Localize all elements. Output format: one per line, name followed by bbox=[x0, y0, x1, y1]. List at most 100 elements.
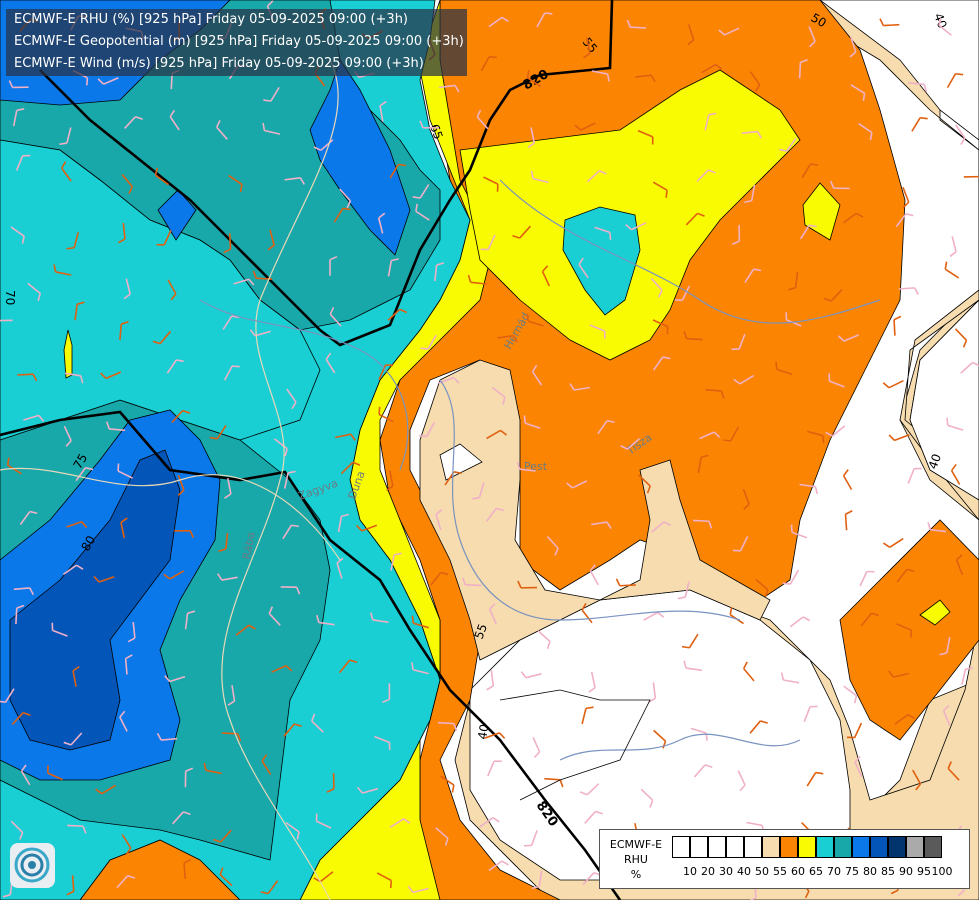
legend-swatch bbox=[852, 836, 870, 858]
wind-barb bbox=[898, 287, 919, 296]
wind-barb bbox=[61, 161, 72, 182]
wind-barb bbox=[283, 723, 302, 737]
wind-barb bbox=[806, 430, 825, 444]
wind-barb bbox=[589, 324, 606, 339]
wind-barb bbox=[742, 488, 750, 511]
wind-barb bbox=[755, 578, 769, 598]
wind-barb bbox=[63, 425, 72, 447]
wind-barb bbox=[10, 226, 25, 244]
wind-barb bbox=[369, 612, 389, 623]
wind-barb bbox=[640, 788, 654, 808]
wind-barb bbox=[546, 535, 559, 556]
wind-barb bbox=[223, 233, 232, 254]
wind-barb bbox=[376, 872, 393, 889]
wind-barb bbox=[653, 729, 667, 749]
wind-barb bbox=[286, 388, 297, 410]
wind-barb bbox=[280, 586, 301, 595]
wind-barb bbox=[486, 670, 495, 691]
wind-barb bbox=[74, 301, 85, 321]
wind-barb bbox=[382, 683, 391, 704]
wind-barb bbox=[23, 414, 45, 422]
wind-barb bbox=[652, 181, 668, 198]
wind-barb bbox=[927, 522, 947, 533]
map-line bbox=[199, 299, 409, 471]
wind-barb bbox=[120, 517, 128, 539]
wind-barb bbox=[591, 70, 610, 82]
wind-barb bbox=[435, 827, 449, 846]
wind-barb bbox=[588, 671, 596, 693]
legend-title-line: ECMWF-E bbox=[609, 838, 663, 851]
wind-barb bbox=[97, 77, 119, 85]
wind-barb bbox=[648, 682, 657, 703]
wind-barb bbox=[313, 139, 334, 152]
legend-swatch bbox=[798, 836, 816, 858]
wind-barb bbox=[790, 524, 808, 539]
wind-barb bbox=[124, 654, 133, 675]
legend-title: ECMWF-E RHU % bbox=[604, 837, 668, 882]
rhu-contour-label: 50 bbox=[809, 10, 829, 30]
wind-barb bbox=[574, 122, 596, 131]
wind-barb bbox=[798, 58, 808, 79]
wind-barb bbox=[693, 764, 713, 778]
wind-barb bbox=[516, 461, 536, 472]
wind-barb bbox=[581, 603, 593, 624]
wind-barb bbox=[480, 234, 496, 251]
wind-barb bbox=[11, 711, 31, 725]
wind-barb bbox=[419, 421, 436, 438]
wind-barb bbox=[75, 466, 94, 482]
wind-barb bbox=[171, 409, 191, 424]
legend-tick-label: 50 bbox=[755, 865, 769, 878]
legend-tick-label: 30 bbox=[719, 865, 733, 878]
wind-barb bbox=[335, 433, 356, 441]
wind-barb bbox=[626, 19, 647, 29]
wind-barb bbox=[579, 783, 600, 796]
wind-barb bbox=[954, 328, 968, 348]
title-line-wind: ECMWF-E Wind (m/s) [925 hPa] Friday 05-0… bbox=[14, 56, 424, 71]
wind-barb bbox=[517, 580, 538, 589]
wind-barb bbox=[93, 575, 115, 583]
wind-barb bbox=[844, 510, 853, 531]
wind-barb bbox=[6, 457, 22, 475]
rhu-zone-65-west-patch bbox=[63, 329, 73, 379]
rhu-contour-label: 55 bbox=[472, 622, 490, 641]
wind-barb bbox=[209, 424, 227, 440]
wind-barb bbox=[491, 386, 506, 405]
wind-barb bbox=[741, 130, 763, 139]
wind-barb bbox=[938, 17, 952, 36]
map-line bbox=[221, 59, 339, 900]
map-line bbox=[0, 467, 341, 561]
wind-barb bbox=[687, 24, 695, 46]
wind-barb bbox=[284, 177, 306, 185]
wind-barb bbox=[411, 615, 429, 629]
wind-barb bbox=[512, 225, 531, 239]
wind-barb bbox=[434, 262, 445, 282]
wind-barb bbox=[315, 813, 332, 829]
legend-swatch bbox=[780, 836, 798, 858]
wind-barb bbox=[379, 100, 387, 122]
wind-barb bbox=[806, 771, 824, 787]
wind-barb bbox=[167, 279, 177, 301]
wind-barb bbox=[949, 236, 957, 258]
wind-barb bbox=[66, 521, 88, 528]
wind-barb bbox=[799, 224, 817, 240]
wind-barb bbox=[203, 762, 222, 775]
legend-tick-label: 60 bbox=[791, 865, 805, 878]
wind-barb bbox=[520, 671, 542, 679]
rhu-zone-70-west-strip bbox=[0, 139, 321, 441]
wind-barb bbox=[355, 524, 378, 532]
wind-barb bbox=[652, 356, 671, 371]
wind-barb bbox=[487, 760, 502, 777]
wind-barb bbox=[435, 508, 443, 531]
wind-barb bbox=[497, 334, 518, 343]
wind-barb bbox=[387, 308, 408, 321]
wind-barb bbox=[338, 659, 358, 674]
wind-barb bbox=[950, 463, 961, 485]
geopotential-contour bbox=[39, 0, 614, 347]
wind-barb bbox=[263, 86, 280, 102]
rhu-contour-label: 70 bbox=[3, 290, 17, 305]
wind-barb bbox=[683, 660, 703, 672]
wind-barb bbox=[780, 672, 800, 684]
wind-barb bbox=[483, 176, 499, 192]
